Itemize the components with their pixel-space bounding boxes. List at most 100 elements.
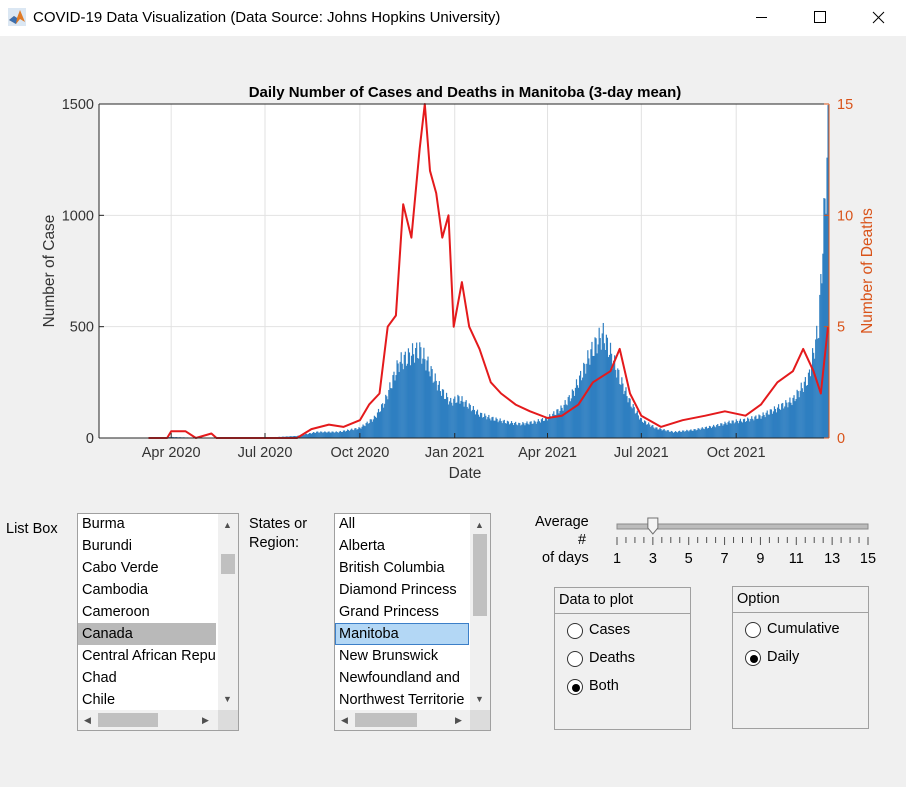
scroll-right-icon[interactable]: ▶ <box>202 715 209 725</box>
scroll-down-icon[interactable]: ▼ <box>475 694 484 704</box>
list-item[interactable]: British Columbia <box>339 560 445 576</box>
close-button[interactable] <box>848 0 906 36</box>
case-bar <box>501 423 503 438</box>
case-bar <box>675 431 678 438</box>
case-bar <box>487 417 489 438</box>
radio-button-icon[interactable] <box>567 679 583 695</box>
case-bar <box>415 348 417 438</box>
case-bar <box>396 360 398 438</box>
case-bar <box>521 424 523 438</box>
average-days-slider[interactable]: 1 3 5 7 9 11 13 15 <box>610 514 880 570</box>
scroll-left-icon[interactable]: ◀ <box>341 715 348 725</box>
list-item[interactable]: Central African Repu <box>82 648 216 664</box>
case-bar <box>789 397 791 438</box>
case-bar <box>761 416 763 438</box>
radio-selected-dot-icon <box>572 684 580 692</box>
list-item[interactable]: Grand Princess <box>339 604 439 620</box>
case-bar <box>414 362 416 438</box>
list-item[interactable]: All <box>339 516 356 532</box>
scroll-thumb[interactable] <box>98 713 158 727</box>
case-bar <box>304 434 306 438</box>
slider-thumb[interactable] <box>647 517 659 535</box>
case-bar <box>808 369 811 438</box>
list-item[interactable]: Chad <box>82 670 117 686</box>
y-left-tick-label: 0 <box>86 431 94 447</box>
case-bar <box>605 334 607 438</box>
case-bar <box>563 404 565 438</box>
radio-label[interactable]: Cumulative <box>767 621 840 637</box>
scroll-thumb[interactable] <box>355 713 417 727</box>
radio-button-icon[interactable] <box>567 623 583 639</box>
list-item[interactable]: Burundi <box>82 538 132 554</box>
case-bar <box>781 403 783 438</box>
country-list-box[interactable]: Burma Burundi Cabo Verde Cambodia Cameroon Ca… <box>77 513 239 731</box>
list-item[interactable]: Chile <box>82 692 116 708</box>
minimize-button[interactable] <box>732 0 790 36</box>
radio-label[interactable]: Cases <box>589 622 631 638</box>
case-bar <box>689 430 691 438</box>
case-bar <box>437 384 439 438</box>
radio-label[interactable]: Daily <box>767 649 800 665</box>
case-bar <box>729 423 731 438</box>
case-bar <box>448 404 450 438</box>
case-bar <box>793 395 795 438</box>
case-bar <box>633 407 635 438</box>
list-item[interactable]: Cameroon <box>82 604 150 620</box>
radio-button-icon[interactable] <box>567 651 583 667</box>
case-bar <box>359 427 361 438</box>
case-bar <box>544 416 547 438</box>
covid-chart: Daily Number of Cases and Deaths in Mani… <box>41 84 876 482</box>
case-bar <box>790 402 792 438</box>
radio-label[interactable]: Deaths <box>589 650 635 666</box>
radio-button-icon[interactable] <box>745 650 761 666</box>
case-bar <box>430 366 432 438</box>
case-bar <box>728 420 730 438</box>
case-bar <box>826 157 828 438</box>
list-item[interactable]: Cambodia <box>82 582 149 598</box>
scroll-down-icon[interactable]: ▼ <box>223 694 232 704</box>
list-item-selected[interactable]: Canada <box>78 623 216 645</box>
case-bar <box>796 389 798 438</box>
list-item[interactable]: New Brunswick <box>339 648 439 664</box>
scroll-corner <box>470 710 490 730</box>
case-bar <box>408 352 411 438</box>
list-item[interactable]: Burma <box>82 516 125 532</box>
radio-button-icon[interactable] <box>745 622 761 638</box>
country-vertical-scrollbar[interactable]: ▲ ▼ <box>218 514 238 710</box>
case-bar <box>655 427 657 438</box>
list-item[interactable]: Diamond Princess <box>339 582 457 598</box>
case-bar <box>719 425 721 438</box>
case-bar <box>423 347 425 438</box>
case-bar <box>589 364 591 438</box>
scroll-right-icon[interactable]: ▶ <box>455 715 462 725</box>
radio-label[interactable]: Both <box>589 678 619 694</box>
list-item[interactable]: Northwest Territorie <box>339 692 465 708</box>
slider-tick-label: 3 <box>649 551 657 567</box>
panel-divider <box>733 612 868 613</box>
case-bar <box>370 419 372 438</box>
case-bar <box>827 105 829 439</box>
country-horizontal-scrollbar[interactable]: ◀ ▶ <box>78 710 218 730</box>
state-list-box[interactable]: All Alberta British Columbia Diamond Prince… <box>334 513 491 731</box>
case-bar <box>664 430 666 438</box>
scroll-up-icon[interactable]: ▲ <box>475 520 484 530</box>
state-vertical-scrollbar[interactable]: ▲ ▼ <box>470 514 490 710</box>
scroll-thumb[interactable] <box>221 554 235 574</box>
scroll-up-icon[interactable]: ▲ <box>223 520 232 530</box>
slider-track[interactable] <box>616 523 869 530</box>
y-right-tick-label: 15 <box>837 97 853 113</box>
scroll-left-icon[interactable]: ◀ <box>84 715 91 725</box>
list-item[interactable]: Cabo Verde <box>82 560 159 576</box>
maximize-button[interactable] <box>790 0 848 36</box>
case-bar <box>603 343 605 438</box>
list-item[interactable]: Newfoundland and <box>339 670 460 686</box>
case-bar <box>554 414 556 438</box>
case-bar <box>687 430 689 438</box>
case-bar <box>578 375 581 438</box>
state-horizontal-scrollbar[interactable]: ◀ ▶ <box>335 710 470 730</box>
scroll-thumb[interactable] <box>473 534 487 616</box>
list-item-selected[interactable]: Manitoba <box>335 623 469 645</box>
list-item[interactable]: Alberta <box>339 538 385 554</box>
case-bar <box>426 360 428 438</box>
scroll-corner <box>218 710 238 730</box>
